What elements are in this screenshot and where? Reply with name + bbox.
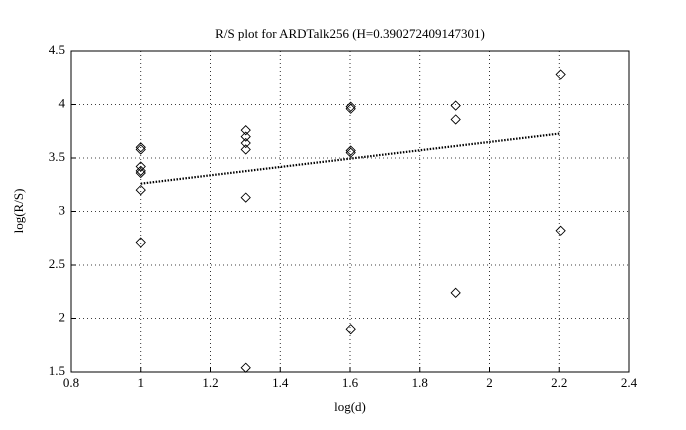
y-tick-label: 3	[59, 202, 66, 217]
x-tick-label: 2.2	[551, 375, 567, 390]
chart-title: R/S plot for ARDTalk256 (H=0.39027240914…	[215, 26, 485, 41]
x-tick-label: 1	[138, 375, 145, 390]
y-tick-label: 2.5	[49, 256, 65, 271]
x-tick-label: 1.4	[272, 375, 289, 390]
y-tick-label: 3.5	[49, 149, 65, 164]
x-tick-label: 2.4	[621, 375, 638, 390]
data-point	[240, 131, 251, 142]
y-tick-label: 2	[59, 309, 66, 324]
data-point	[135, 165, 146, 176]
data-point	[345, 324, 356, 335]
x-tick-label: 1.2	[202, 375, 218, 390]
data-point	[135, 161, 146, 172]
data-point	[240, 362, 251, 373]
data-point	[450, 287, 461, 298]
y-tick-label: 4	[59, 95, 66, 110]
data-point	[345, 147, 356, 158]
data-point	[240, 137, 251, 149]
data-point	[555, 69, 566, 80]
data-point	[345, 103, 356, 114]
data-point	[240, 125, 251, 136]
data-point	[450, 114, 461, 125]
x-tick-label: 0.8	[63, 375, 79, 390]
data-point	[135, 237, 146, 248]
x-tick-label: 1.6	[342, 375, 359, 390]
y-axis-label: log(R/S)	[11, 189, 26, 234]
data-point	[240, 144, 251, 155]
data-point	[135, 167, 146, 179]
data-point	[555, 225, 566, 236]
x-tick-label: 1.8	[412, 375, 428, 390]
fit-line	[140, 132, 561, 185]
data-point	[135, 142, 146, 153]
x-tick-label: 2	[486, 375, 493, 390]
plot-frame	[70, 50, 630, 373]
y-tick-label: 1.5	[49, 363, 65, 378]
data-point	[345, 101, 356, 112]
data-point	[240, 192, 251, 203]
data-point	[135, 144, 146, 155]
x-axis-label: log(d)	[334, 399, 366, 414]
data-point	[450, 100, 461, 111]
data-point	[135, 184, 146, 196]
data-point	[345, 145, 356, 156]
y-tick-label: 4.5	[49, 42, 65, 57]
